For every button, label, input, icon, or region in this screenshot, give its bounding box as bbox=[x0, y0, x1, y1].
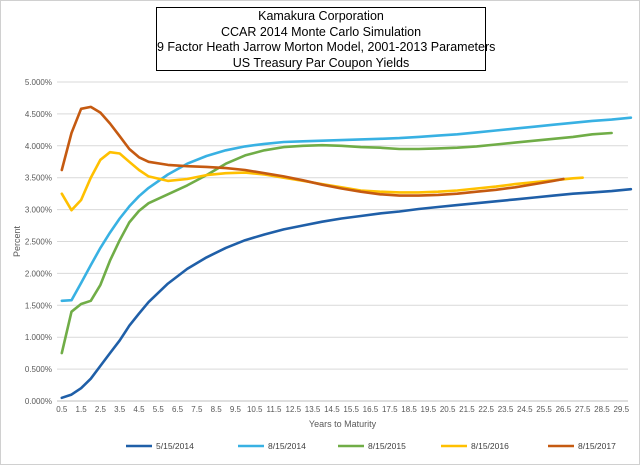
x-tick-label: 22.5 bbox=[478, 405, 494, 414]
series-lines bbox=[60, 105, 633, 400]
x-tick-label: 18.5 bbox=[401, 405, 417, 414]
legend: 5/15/2014 8/15/2014 8/15/2015 8/15/2016 8/15… bbox=[126, 441, 616, 451]
y-tick-label: 3.000% bbox=[25, 206, 52, 215]
x-tick-label: 2.5 bbox=[95, 405, 107, 414]
x-tick-label: 23.5 bbox=[498, 405, 514, 414]
legend-label: 5/15/2014 bbox=[156, 441, 194, 451]
x-tick-label: 28.5 bbox=[594, 405, 610, 414]
y-tick-label: 0.500% bbox=[25, 365, 52, 374]
x-tick-label: 29.5 bbox=[613, 405, 629, 414]
x-axis-label: Years to Maturity bbox=[309, 419, 377, 429]
y-tick-label: 1.000% bbox=[25, 333, 52, 342]
x-tick-label: 8.5 bbox=[211, 405, 223, 414]
x-tick-label: 10.5 bbox=[247, 405, 263, 414]
x-tick-label: 11.5 bbox=[267, 405, 283, 414]
y-tick-label: 5.000% bbox=[25, 78, 52, 87]
x-tick-label: 16.5 bbox=[363, 405, 379, 414]
y-tick-label: 4.500% bbox=[25, 110, 52, 119]
y-tick-label: 4.000% bbox=[25, 142, 52, 151]
x-tick-label: 26.5 bbox=[556, 405, 572, 414]
x-tick-label: 19.5 bbox=[421, 405, 437, 414]
axis-labels: Years to Maturity Percent bbox=[12, 225, 377, 429]
x-tick-label: 17.5 bbox=[382, 405, 398, 414]
chart-title-line-1: Kamakura Corporation bbox=[258, 9, 384, 23]
x-tick-label: 4.5 bbox=[133, 405, 145, 414]
x-tick-label: 0.5 bbox=[56, 405, 68, 414]
x-tick-label: 7.5 bbox=[191, 405, 203, 414]
x-tick-label: 20.5 bbox=[440, 405, 456, 414]
chart-title-box: Kamakura Corporation CCAR 2014 Monte Car… bbox=[156, 7, 496, 71]
x-tick-label: 15.5 bbox=[343, 405, 359, 414]
gridlines bbox=[57, 81, 628, 402]
x-tick-label: 13.5 bbox=[305, 405, 321, 414]
y-axis-ticks: 0.000% 0.500% 1.000% 1.500% 2.000% 2.500% 3.00… bbox=[25, 78, 52, 406]
legend-label: 8/15/2014 bbox=[268, 441, 306, 451]
series-line bbox=[60, 116, 633, 303]
legend-label: 8/15/2015 bbox=[368, 441, 406, 451]
chart-title-line-4: US Treasury Par Coupon Yields bbox=[232, 55, 410, 70]
y-tick-label: 0.000% bbox=[25, 397, 52, 406]
x-tick-label: 21.5 bbox=[459, 405, 475, 414]
y-axis-label: Percent bbox=[12, 225, 22, 257]
chart-title-line-2: CCAR 2014 Monte Carlo Simulation bbox=[220, 24, 422, 39]
x-tick-label: 6.5 bbox=[172, 405, 184, 414]
y-tick-label: 3.500% bbox=[25, 174, 52, 183]
x-tick-label: 5.5 bbox=[153, 405, 165, 414]
x-tick-label: 9.5 bbox=[230, 405, 242, 414]
x-tick-label: 27.5 bbox=[575, 405, 591, 414]
x-tick-label: 25.5 bbox=[536, 405, 552, 414]
y-tick-label: 1.500% bbox=[25, 301, 52, 310]
series-line bbox=[60, 131, 613, 355]
chart-title-line-3: 9 Factor Heath Jarrow Morton Model, 2001… bbox=[157, 40, 496, 54]
legend-label: 8/15/2017 bbox=[578, 441, 616, 451]
x-axis-ticks: 0.5 1.5 2.5 3.5 4.5 5.5 6.5 7.5 8.5 9.5 10.5 11.5 12… bbox=[56, 405, 629, 414]
x-tick-label: 24.5 bbox=[517, 405, 533, 414]
y-tick-label: 2.000% bbox=[25, 269, 52, 278]
series-line bbox=[60, 105, 565, 197]
x-tick-label: 3.5 bbox=[114, 405, 126, 414]
legend-label: 8/15/2016 bbox=[471, 441, 509, 451]
x-tick-label: 1.5 bbox=[76, 405, 88, 414]
x-tick-label: 14.5 bbox=[324, 405, 340, 414]
x-tick-label: 12.5 bbox=[286, 405, 302, 414]
y-tick-label: 2.500% bbox=[25, 238, 52, 247]
series-line bbox=[60, 187, 633, 400]
